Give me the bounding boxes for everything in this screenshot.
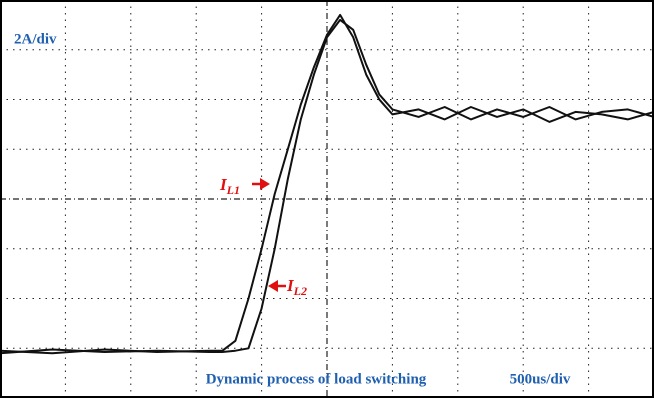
chart: 2A/div 500us/div Dynamic process of load… xyxy=(0,0,654,398)
annotation-sub: L1 xyxy=(226,183,240,197)
x-scale-label: 500us/div xyxy=(510,371,571,387)
y-scale-label: 2A/div xyxy=(14,31,57,47)
page: 2A/div 500us/div Dynamic process of load… xyxy=(0,0,654,398)
chart-title: Dynamic process of load switching xyxy=(206,371,427,387)
annotation-sub: L2 xyxy=(293,284,307,298)
